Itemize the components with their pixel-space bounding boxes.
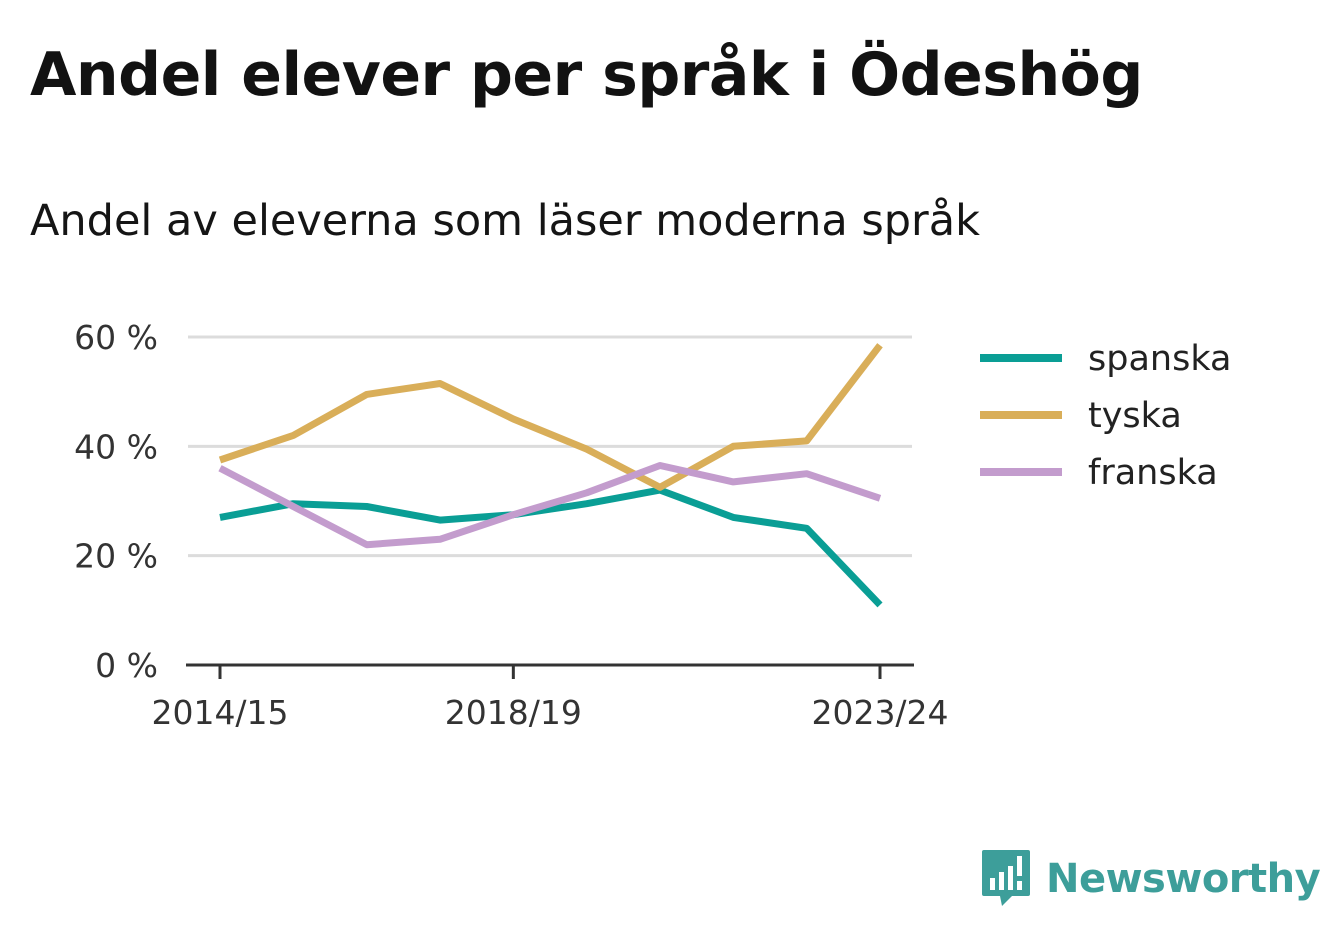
x-tick-label: 2018/19 — [445, 693, 582, 732]
y-tick-label: 0 % — [95, 646, 158, 685]
series-line-spanska — [219, 486, 883, 608]
legend-label-spanska: spanska — [1088, 339, 1231, 379]
y-tick-label: 40 % — [74, 427, 158, 466]
series-line-franska — [218, 462, 882, 549]
x-tick-label: 2023/24 — [811, 693, 948, 732]
chart-title: Andel elever per språk i Ödeshög — [30, 40, 1143, 110]
series-line-tyska — [218, 343, 883, 491]
y-tick-label: 20 % — [74, 537, 158, 576]
series-lines — [218, 343, 883, 608]
newsworthy-logo: Newsworthy — [980, 848, 1321, 910]
grid-lines — [188, 335, 912, 558]
brand-name: Newsworthy — [1046, 856, 1321, 902]
x-tick-label: 2014/15 — [151, 693, 288, 732]
x-axis — [186, 663, 914, 679]
x-axis-labels: 2014/15 2018/19 2023/24 — [151, 693, 948, 732]
y-tick-label: 60 % — [74, 318, 158, 357]
chart-subtitle: Andel av eleverna som läser moderna språ… — [30, 196, 980, 246]
bar-chart-speech-bubble-icon — [982, 850, 1030, 906]
legend-label-franska: franska — [1088, 453, 1218, 493]
y-axis-labels: 0 % 20 % 40 % 60 % — [74, 318, 158, 685]
legend: spanska tyska franska — [980, 339, 1231, 493]
legend-label-tyska: tyska — [1088, 396, 1182, 436]
